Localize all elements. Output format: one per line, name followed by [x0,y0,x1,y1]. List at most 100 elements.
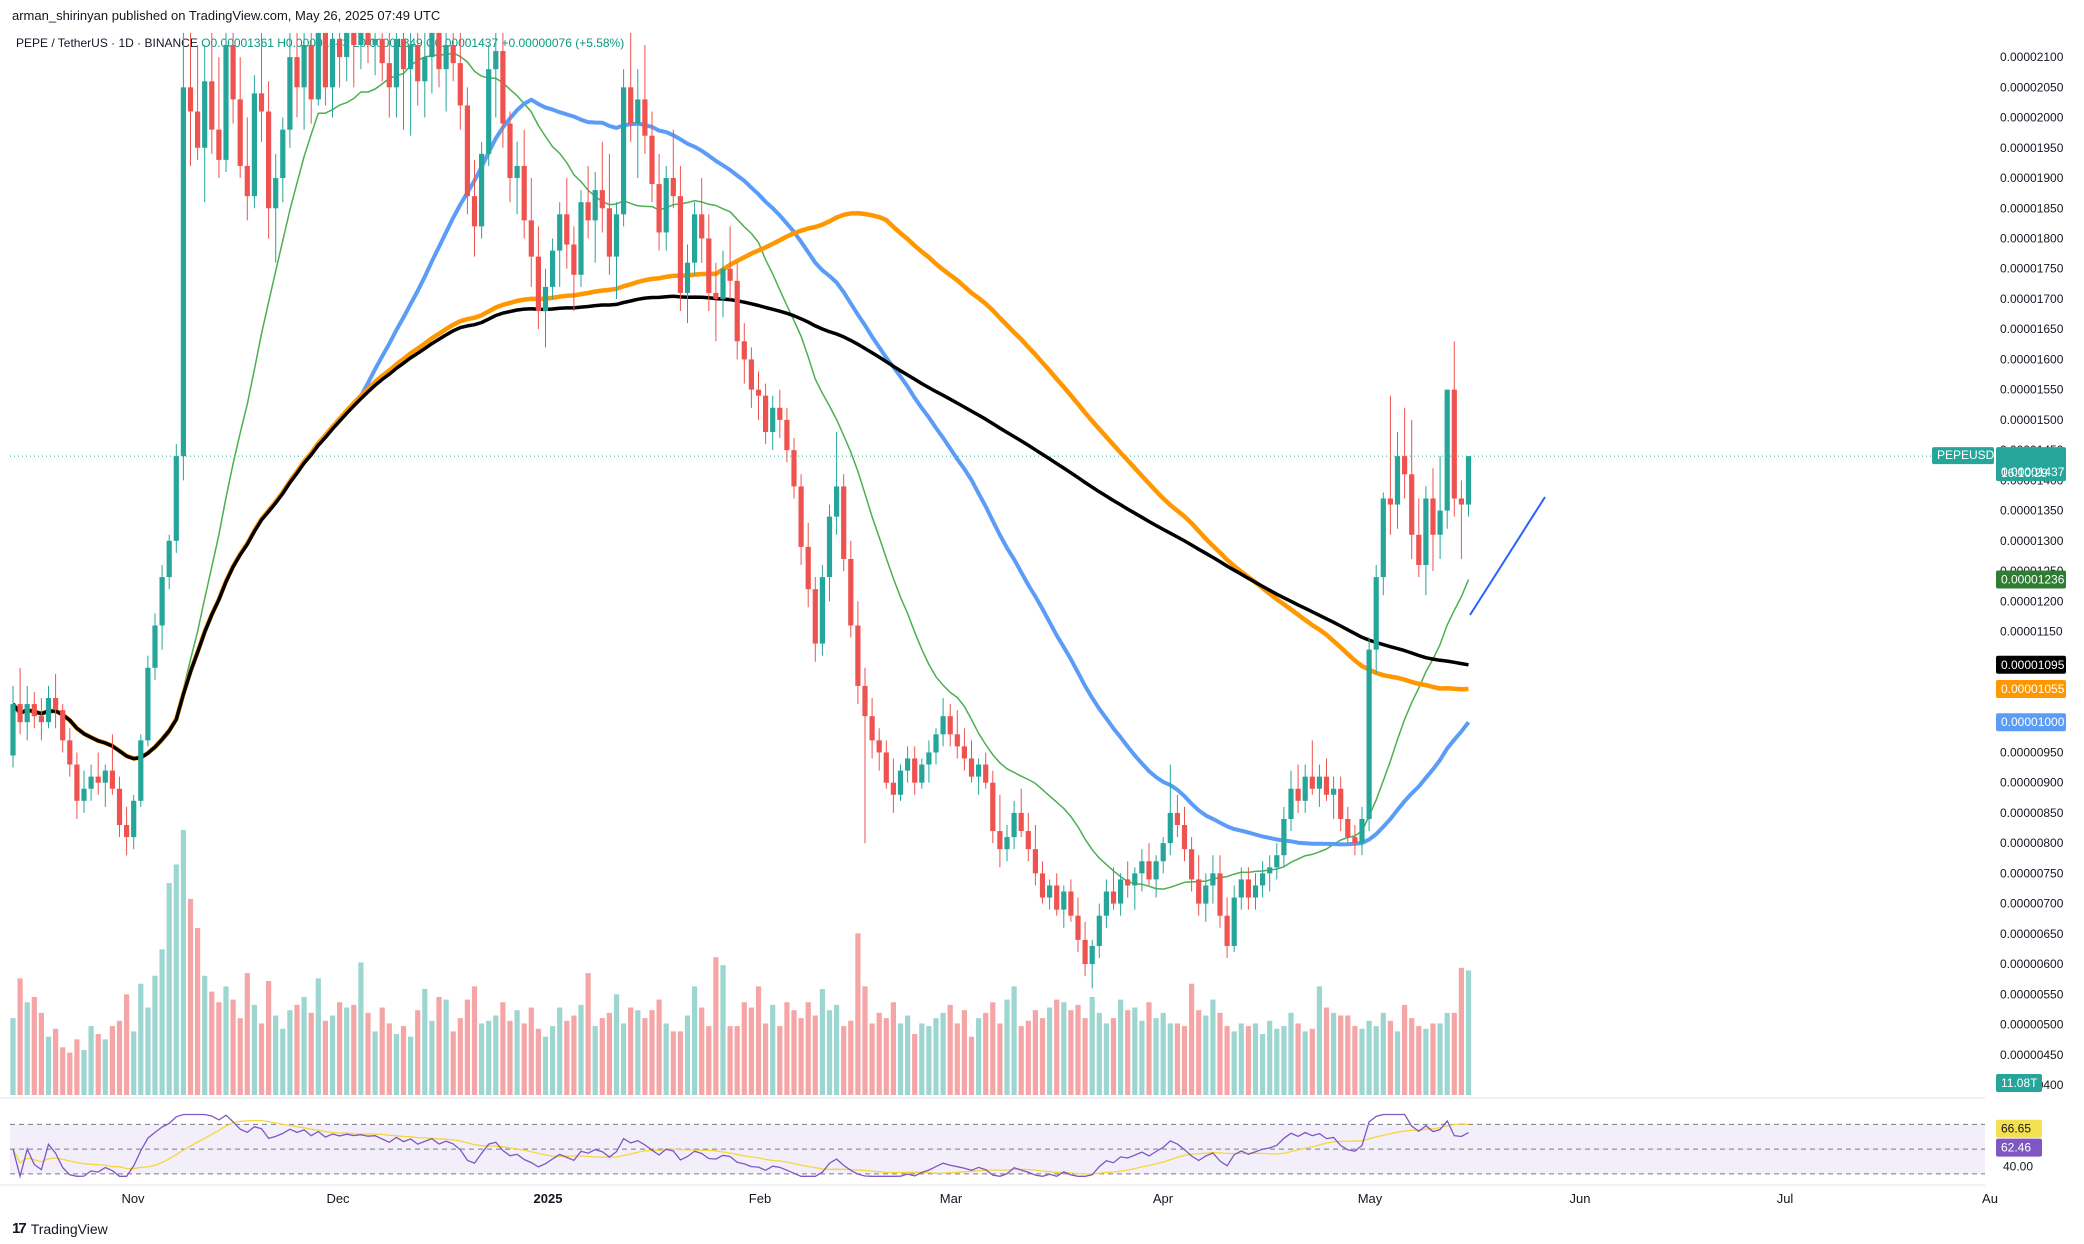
candle-body [748,359,754,390]
volume-bar [564,1020,570,1095]
candle-body [180,87,186,457]
candle-body [109,770,115,789]
candle-body [663,178,669,233]
volume-bar [152,975,158,1095]
candle-body [677,196,683,293]
price-tick-label: 0.00000550 [2000,987,2064,1001]
candle-body [1316,776,1322,789]
volume-bar [67,1052,73,1095]
candle-body [812,589,818,644]
volume-bar [258,1023,265,1095]
volume-bar [60,1047,66,1095]
price-tick-label: 0.00000700 [2000,897,2064,911]
volume-bar [1004,999,1010,1095]
volume-bar [386,1023,392,1095]
volume-bar [1380,1012,1386,1095]
candle-body [940,716,946,735]
price-tick-label: 0.00000600 [2000,957,2064,971]
price-tick-label: 0.00001800 [2000,231,2064,245]
volume-bar [571,1015,577,1095]
ma-line [12,52,1470,890]
symbol-title: PEPE / TetherUS · 1D · BINANCE [16,36,198,50]
candle-body [131,800,137,838]
candle-body [187,87,194,112]
candle-body [1302,776,1308,801]
volume-bar [1416,1026,1422,1095]
candle-body [890,782,896,795]
orange-ma-tag-bg [1996,679,2066,698]
price-tick-label: 0.00001200 [2000,594,2064,608]
volume-bar [109,1026,115,1095]
volume-bar [514,1010,520,1095]
volume-bar [1210,999,1216,1095]
candle-body [67,740,73,765]
candle-body [372,38,378,45]
candle-body [1075,915,1081,940]
volume-histogram [10,830,1472,1095]
price-tick-label: 0.00001350 [2000,504,2064,518]
volume-bar [81,1049,87,1095]
volume-bar [216,1002,222,1095]
candle-body [997,831,1003,850]
volume-bar [329,1015,336,1095]
candle-body [351,32,357,45]
candle-body [557,214,563,251]
candle-body [329,38,336,88]
volume-bar [770,1004,776,1095]
volume-bar [1245,1026,1251,1095]
candle-body [301,45,307,88]
volume-bar [834,1004,840,1095]
volume-bar [244,973,250,1095]
volume-bar [202,975,208,1095]
volume-bar [1302,1031,1308,1095]
volume-bar [195,928,201,1095]
volume-bar [1309,1028,1315,1095]
candle-body [124,825,130,838]
candle-body [550,250,556,287]
time-label: Nov [121,1191,145,1206]
volume-bar [379,1007,385,1095]
candle-body [961,746,967,759]
volume-bar [1160,1012,1166,1095]
candle-body [294,57,300,88]
volume-bar [1394,1031,1401,1095]
candle-body [280,129,286,179]
candle-body [635,99,641,124]
candle-body [479,153,485,227]
rsi-value-tag: 62.46 [2001,1141,2031,1155]
volume-bar [1174,1023,1180,1095]
volume-bar [493,1015,499,1095]
price-tick-label: 0.00000750 [2000,866,2064,880]
time-axis: Nov Dec 2025 Feb Mar Apr May Jun Jul Au [121,1191,1998,1206]
volume-bar [798,1018,804,1095]
price-tick-label: 0.00001850 [2000,201,2064,215]
candle-body [471,196,478,227]
candle-body [443,45,449,70]
volume-bar [280,1028,286,1095]
candle-body [670,178,676,197]
candle-body [1465,456,1472,505]
volume-bar [869,1023,875,1095]
volume-bar [1465,970,1472,1095]
volume-bar [1437,1023,1443,1095]
candle-body [1203,885,1209,904]
candle-body [95,776,101,783]
volume-bar [1323,1007,1330,1095]
price-tick-label: 0.00000950 [2000,745,2064,759]
volume-bar [777,1026,783,1095]
volume-bar [720,965,726,1095]
time-label: Mar [940,1191,963,1206]
candle-body [344,32,350,58]
volume-bar [223,986,229,1095]
volume-bar [408,1036,414,1095]
volume-bar [741,1002,747,1095]
volume-bar [53,1028,59,1095]
symbol-tag-bg [1932,447,1994,465]
volume-bar [180,830,186,1095]
candle-body [855,625,861,686]
tv-logo-icon: 17 [12,1220,27,1237]
candle-body [1096,915,1102,946]
volume-bar [677,1031,683,1095]
volume-bar [1451,1012,1457,1095]
